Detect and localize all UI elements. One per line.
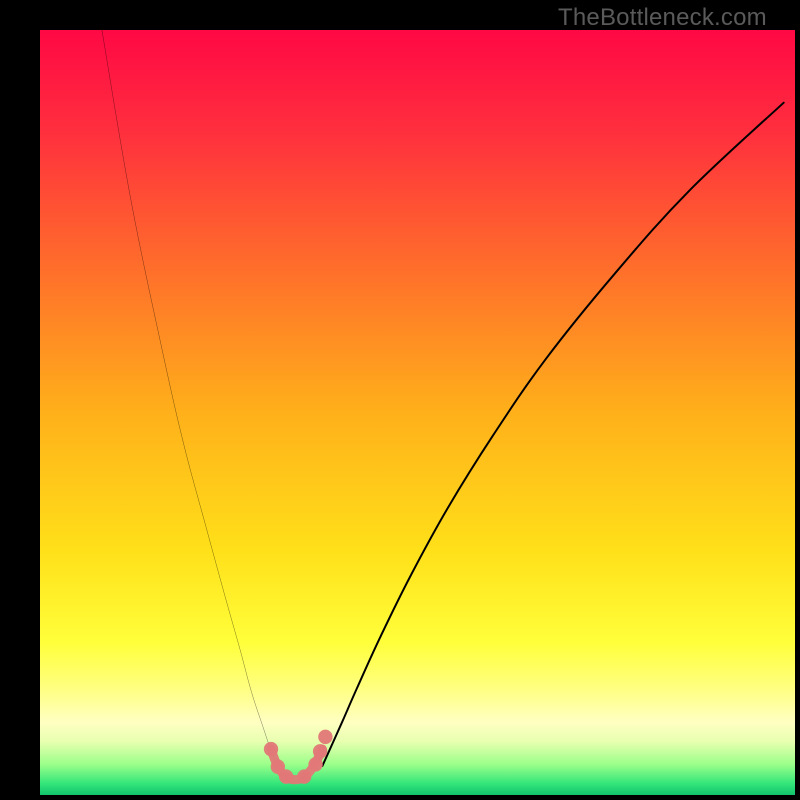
watermark-text: TheBottleneck.com — [558, 4, 767, 32]
marker-dot — [279, 769, 293, 784]
curve-right — [322, 103, 783, 766]
marker-dot — [297, 769, 311, 784]
curves-svg — [40, 30, 795, 795]
marker-dot — [264, 742, 278, 757]
chart-root: TheBottleneck.com — [0, 0, 800, 800]
marker-dot — [318, 730, 332, 745]
plot-area — [40, 30, 795, 795]
curve-left — [102, 30, 277, 766]
marker-dot — [313, 744, 327, 759]
marker-dot — [308, 757, 322, 772]
